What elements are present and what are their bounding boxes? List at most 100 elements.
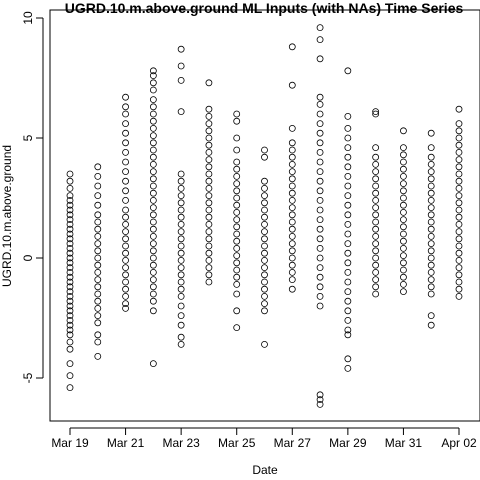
data-point-370 xyxy=(427,290,435,298)
x-tick-label-6: Mar 31 xyxy=(385,436,423,450)
data-point-38 xyxy=(94,163,102,171)
data-point-384 xyxy=(455,192,463,200)
data-point-98 xyxy=(149,132,157,140)
data-point-43 xyxy=(94,211,102,219)
data-point-92 xyxy=(149,86,157,94)
data-point-11 xyxy=(66,230,74,238)
data-point-197 xyxy=(233,273,241,281)
data-point-221 xyxy=(261,300,268,308)
data-point-333 xyxy=(400,180,407,188)
data-point-327 xyxy=(400,127,407,135)
x-tick-label-0: Mar 19 xyxy=(51,436,89,450)
data-point-76 xyxy=(122,220,129,228)
data-point-270 xyxy=(316,273,324,281)
data-point-155 xyxy=(205,127,213,135)
data-point-69 xyxy=(122,158,129,166)
data-point-297 xyxy=(344,307,352,315)
data-point-12 xyxy=(66,235,74,243)
data-point-186 xyxy=(233,194,241,202)
data-point-302 xyxy=(344,364,352,372)
data-point-203 xyxy=(261,153,268,161)
data-point-229 xyxy=(288,153,296,161)
data-point-217 xyxy=(261,271,268,279)
data-point-306 xyxy=(372,144,380,152)
data-point-331 xyxy=(400,165,407,173)
data-point-279 xyxy=(344,134,352,142)
data-point-70 xyxy=(122,168,129,176)
data-point-24 xyxy=(66,292,74,300)
data-point-46 xyxy=(94,232,102,240)
data-point-387 xyxy=(455,213,463,221)
data-point-198 xyxy=(233,280,241,288)
data-point-322 xyxy=(372,261,380,269)
data-point-177 xyxy=(233,110,241,118)
data-point-206 xyxy=(261,192,268,200)
data-point-57 xyxy=(94,312,102,320)
data-point-216 xyxy=(261,264,268,272)
plot-frame xyxy=(49,9,480,422)
data-point-81 xyxy=(122,256,129,264)
x-tick-label-4: Mar 27 xyxy=(274,436,312,450)
data-point-178 xyxy=(233,117,241,125)
data-point-366 xyxy=(427,261,435,269)
data-point-104 xyxy=(149,175,157,183)
data-point-145 xyxy=(177,292,185,300)
data-point-180 xyxy=(233,146,241,154)
data-point-175 xyxy=(205,271,213,279)
data-point-42 xyxy=(94,201,102,209)
data-point-212 xyxy=(261,235,268,243)
data-point-10 xyxy=(66,225,74,233)
data-point-19 xyxy=(66,268,74,276)
data-point-165 xyxy=(205,199,213,207)
data-point-190 xyxy=(233,223,241,231)
data-point-163 xyxy=(205,184,213,192)
data-point-7 xyxy=(66,211,74,219)
data-point-360 xyxy=(427,218,435,226)
x-axis-label: Date xyxy=(252,463,278,477)
data-point-97 xyxy=(149,124,157,132)
data-point-153 xyxy=(205,113,213,120)
data-point-310 xyxy=(372,175,380,183)
data-point-121 xyxy=(149,297,157,305)
data-point-363 xyxy=(427,240,435,248)
data-point-135 xyxy=(177,220,185,228)
data-point-131 xyxy=(177,192,185,200)
data-point-162 xyxy=(205,177,213,185)
data-point-4 xyxy=(66,196,74,204)
data-point-137 xyxy=(177,235,185,243)
data-point-21 xyxy=(66,278,74,286)
data-point-158 xyxy=(205,148,213,156)
data-point-298 xyxy=(344,316,352,324)
data-point-176 xyxy=(205,278,213,286)
data-point-227 xyxy=(288,139,296,147)
x-tick-label-3: Mar 25 xyxy=(218,436,256,450)
data-point-309 xyxy=(372,168,380,176)
data-point-350 xyxy=(427,144,435,152)
data-point-75 xyxy=(122,213,129,221)
data-point-214 xyxy=(261,249,268,257)
data-point-267 xyxy=(316,244,324,252)
data-point-50 xyxy=(94,261,102,269)
data-point-127 xyxy=(177,108,185,115)
data-point-111 xyxy=(149,225,157,233)
data-point-367 xyxy=(427,268,435,276)
data-point-268 xyxy=(316,254,324,262)
data-point-18 xyxy=(66,264,74,272)
data-point-386 xyxy=(455,206,463,214)
data-point-222 xyxy=(261,307,268,315)
data-point-196 xyxy=(233,266,241,274)
data-point-303 xyxy=(344,67,352,75)
data-point-285 xyxy=(344,192,352,200)
data-point-219 xyxy=(261,285,268,293)
data-point-362 xyxy=(427,232,435,240)
data-point-5 xyxy=(66,201,74,209)
data-point-143 xyxy=(177,278,185,286)
data-point-255 xyxy=(316,129,324,137)
data-point-368 xyxy=(427,276,435,284)
data-point-358 xyxy=(427,204,435,212)
data-point-84 xyxy=(122,278,129,286)
data-point-258 xyxy=(316,158,324,166)
data-point-112 xyxy=(149,232,157,240)
data-point-233 xyxy=(288,182,296,190)
data-point-351 xyxy=(427,153,435,161)
